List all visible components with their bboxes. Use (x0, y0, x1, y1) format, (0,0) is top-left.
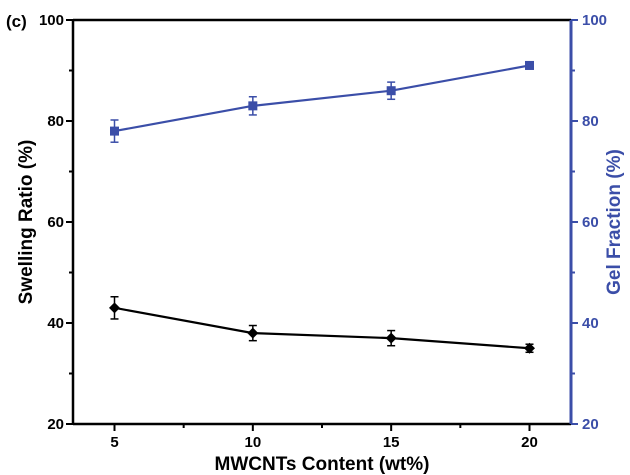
x-tick-label: 5 (110, 434, 118, 451)
data-point-diamond (385, 332, 397, 344)
data-point-diamond (247, 327, 259, 339)
y-left-tick-label: 20 (47, 416, 64, 433)
y-right-tick-label: 20 (582, 416, 599, 433)
x-tick-label: 20 (521, 434, 538, 451)
y-right-tick-label: 40 (582, 315, 599, 332)
y-axis-left-title: Swelling Ratio (%) (16, 140, 37, 305)
series-line-right (114, 64, 530, 133)
data-point-square (110, 126, 119, 136)
data-point-square (386, 86, 396, 96)
data-point-diamond (524, 342, 535, 354)
y-axis-right-title: Gel Fraction (%) (604, 149, 625, 295)
y-left-tick-label: 40 (47, 315, 64, 332)
y-left-tick-label: 100 (39, 12, 64, 29)
y-left-tick-label: 80 (47, 113, 64, 130)
panel-label: (c) (6, 12, 27, 31)
x-tick-label: 15 (383, 434, 400, 451)
x-tick-label: 10 (244, 434, 261, 451)
y-right-tick-label: 100 (582, 12, 607, 29)
data-point-square (525, 60, 534, 70)
y-right-tick-label: 60 (582, 214, 599, 231)
y-right-tick-label: 80 (582, 113, 599, 130)
x-axis-title: MWCNTs Content (wt%) (215, 454, 430, 475)
data-point-diamond (109, 302, 120, 314)
y-left-tick-label: 60 (47, 214, 64, 231)
data-point-square (248, 101, 258, 111)
series-line-left (114, 306, 530, 350)
